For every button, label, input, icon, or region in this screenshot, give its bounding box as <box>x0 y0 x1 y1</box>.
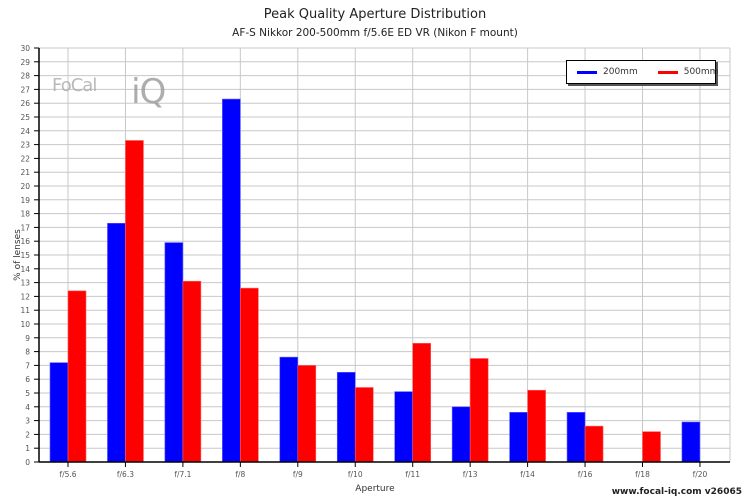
y-tick-label: 26 <box>20 99 30 108</box>
y-tick-label: 18 <box>20 210 30 219</box>
y-tick-label: 16 <box>20 237 30 246</box>
y-tick-label: 25 <box>20 113 30 122</box>
legend-label: 500mm <box>683 67 719 77</box>
bar-500mm-f6.3 <box>125 140 144 463</box>
y-tick-label: 27 <box>20 85 30 94</box>
x-tick-label: f/18 <box>635 470 650 479</box>
y-tick-label: 29 <box>20 58 30 67</box>
y-tick-label: 14 <box>20 265 30 274</box>
y-tick-label: 24 <box>20 127 30 136</box>
y-tick-label: 2 <box>25 430 30 439</box>
y-tick-label: 11 <box>20 306 30 315</box>
logo-mark: iQ <box>131 72 166 112</box>
x-tick-label: f/16 <box>578 470 593 479</box>
bar-500mm-f14 <box>527 389 546 463</box>
x-tick-label: f/9 <box>293 470 303 479</box>
focal-iq-logo: FoCal iQ <box>52 60 166 112</box>
x-tick-label: f/10 <box>348 470 363 479</box>
x-tick-label: f/13 <box>463 470 478 479</box>
y-tick-label: 0 <box>25 458 30 467</box>
y-tick-label: 22 <box>20 154 30 163</box>
y-tick-label: 23 <box>20 141 30 150</box>
footer-watermark: www.focal-iq.com v26065 <box>611 487 742 497</box>
chart-title: Peak Quality Aperture Distribution <box>263 7 487 22</box>
x-tick-label: f/6.3 <box>117 470 134 479</box>
bar-500mm-f11 <box>412 343 432 463</box>
y-tick-label: 3 <box>25 417 30 426</box>
legend-item-200mm: 200mm <box>577 67 638 77</box>
x-tick-label: f/20 <box>693 470 708 479</box>
bar-200mm-f13 <box>451 406 471 463</box>
bar-500mm-f9 <box>297 365 317 463</box>
bar-500mm-f16 <box>584 425 604 463</box>
bar-200mm-f5.6 <box>49 362 69 463</box>
y-tick-label: 30 <box>20 44 30 53</box>
y-tick-label: 12 <box>20 292 30 301</box>
y-tick-label: 21 <box>20 168 30 177</box>
bar-200mm-f8 <box>222 98 241 463</box>
bar-200mm-f6.3 <box>107 222 126 463</box>
y-tick-label: 28 <box>20 72 30 81</box>
y-axis-label: % of lenses <box>13 229 23 281</box>
y-tick-label: 19 <box>20 196 30 205</box>
y-tick-label: 17 <box>20 223 30 232</box>
bar-200mm-f9 <box>279 356 299 463</box>
y-tick-label: 15 <box>20 251 30 260</box>
legend-swatch-blue <box>577 70 597 74</box>
x-tick-label: f/11 <box>405 470 420 479</box>
bar-200mm-f14 <box>509 412 528 463</box>
bar-500mm-f5.6 <box>67 290 87 463</box>
axes: 0123456789101112131415161718192021222324… <box>20 44 730 479</box>
bar-200mm-f16 <box>566 412 586 463</box>
bar-200mm-f11 <box>394 391 414 463</box>
x-tick-label: f/5.6 <box>59 470 76 479</box>
x-tick-label: f/8 <box>235 470 245 479</box>
legend-item-500mm: 500mm <box>657 67 719 77</box>
y-tick-label: 20 <box>20 182 30 191</box>
bar-500mm-f13 <box>469 358 489 463</box>
y-tick-label: 10 <box>20 320 30 329</box>
y-tick-label: 9 <box>25 334 30 343</box>
bar-200mm-f7.1 <box>164 242 184 463</box>
bar-200mm-f20 <box>681 421 701 463</box>
bar-500mm-f7.1 <box>182 280 202 463</box>
x-axis-label: Aperture <box>355 484 395 494</box>
legend-label: 200mm <box>603 67 638 77</box>
x-tick-label: f/14 <box>520 470 535 479</box>
bar-500mm-f18 <box>642 431 661 463</box>
legend: 200mm 500mm <box>566 60 719 84</box>
y-tick-label: 5 <box>25 389 30 398</box>
bar-500mm-f8 <box>240 287 259 463</box>
y-tick-label: 8 <box>25 348 30 357</box>
y-tick-label: 7 <box>25 361 30 370</box>
bar-200mm-f10 <box>336 371 356 463</box>
y-tick-label: 4 <box>25 403 30 412</box>
bar-500mm-f10 <box>354 387 374 463</box>
y-tick-label: 13 <box>20 279 30 288</box>
legend-swatch-red <box>657 70 678 74</box>
y-tick-label: 6 <box>25 375 30 384</box>
logo-text: FoCal <box>52 75 97 96</box>
x-tick-label: f/7.1 <box>174 470 191 479</box>
bars <box>49 98 701 463</box>
y-tick-label: 1 <box>25 444 30 453</box>
chart-subtitle: AF-S Nikkor 200-500mm f/5.6E ED VR (Niko… <box>232 27 518 39</box>
